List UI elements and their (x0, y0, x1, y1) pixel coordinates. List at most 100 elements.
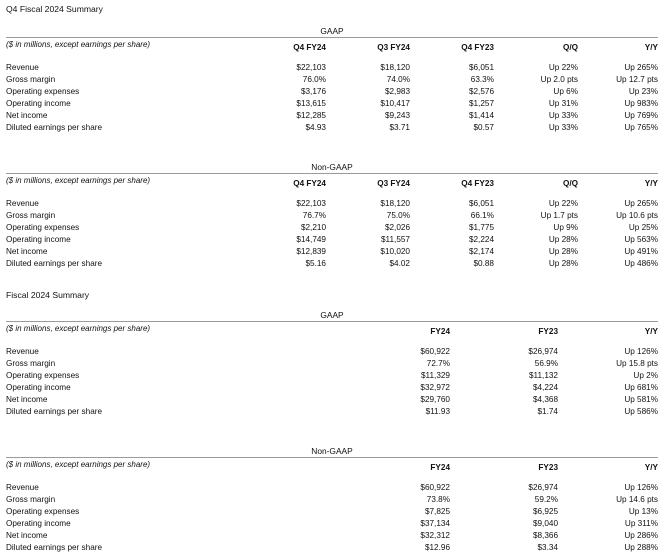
cell: 63.3% (470, 75, 494, 84)
table-row: Diluted earnings per share $12.96 $3.34 Up … (6, 542, 658, 554)
column-header: Q/Q (562, 43, 578, 52)
table-row: Operating income $32,972 $4,224 Up 681% (6, 382, 658, 394)
row-label: Net income (6, 247, 48, 256)
table-header: ($ in millions, except earnings per shar… (6, 457, 658, 482)
cell: Up 28% (548, 235, 578, 244)
cell: Up 13% (628, 507, 658, 516)
table-row: Gross margin 72.7% 56.9% Up 15.8 pts (6, 358, 658, 370)
fy-summary-title: Fiscal 2024 Summary (6, 290, 90, 300)
table-row: Gross margin 73.8% 59.2% Up 14.6 pts (6, 494, 658, 506)
cell: Up 586% (624, 407, 658, 416)
cell: $18,120 (380, 199, 410, 208)
cell: Up 12.7 pts (616, 75, 658, 84)
cell: $26,974 (528, 483, 558, 492)
table-header: ($ in millions, except earnings per shar… (6, 173, 658, 198)
cell: Up 2% (633, 371, 658, 380)
cell: Up 25% (628, 223, 658, 232)
cell: $9,040 (532, 519, 558, 528)
row-label: Operating expenses (6, 223, 80, 232)
cell: $0.57 (473, 123, 495, 132)
column-header: FY23 (538, 327, 558, 336)
cell: Up 265% (624, 199, 658, 208)
cell: 76.0% (302, 75, 326, 84)
row-label: Diluted earnings per share (6, 543, 103, 552)
cell: $2,576 (468, 87, 494, 96)
q4-summary-title: Q4 Fiscal 2024 Summary (6, 4, 103, 14)
table-row: Net income $12,285 $9,243 $1,414 Up 33% Up 76… (6, 110, 658, 122)
cell: Up 28% (548, 247, 578, 256)
cell: $29,760 (420, 395, 450, 404)
cell: $60,922 (420, 347, 450, 356)
cell: $1,414 (468, 111, 494, 120)
cell: Up 10.6 pts (616, 211, 658, 220)
cell: $37,134 (420, 519, 450, 528)
cell: 76.7% (302, 211, 326, 220)
table-row: Revenue $60,922 $26,974 Up 126% (6, 482, 658, 494)
column-header: Q/Q (562, 179, 578, 188)
cell: $8,366 (532, 531, 558, 540)
table-row: Operating income $14,749 $11,557 $2,224 Up 2… (6, 234, 658, 246)
cell: Up 769% (624, 111, 658, 120)
cell: Up 765% (624, 123, 658, 132)
row-label: Operating income (6, 383, 71, 392)
table-row: Operating expenses $7,825 $6,925 Up 13% (6, 506, 658, 518)
column-header: Q4 FY23 (461, 43, 494, 52)
q4-gaap-label: GAAP (320, 26, 344, 36)
units-note: ($ in millions, except earnings per shar… (6, 40, 151, 49)
cell: $4.02 (389, 259, 411, 268)
cell: Up 14.6 pts (616, 495, 658, 504)
cell: 74.0% (386, 75, 410, 84)
q4-nongaap-table: ($ in millions, except earnings per shar… (6, 173, 658, 270)
cell: Up 983% (624, 99, 658, 108)
cell: $12,839 (296, 247, 326, 256)
row-label: Gross margin (6, 495, 56, 504)
table-row: Diluted earnings per share $11.93 $1.74 Up … (6, 406, 658, 418)
column-header: Y/Y (644, 463, 658, 472)
cell: $4,224 (532, 383, 558, 392)
units-note: ($ in millions, except earnings per shar… (6, 324, 151, 333)
table-row: Operating income $13,615 $10,417 $1,257 Up 3… (6, 98, 658, 110)
cell: Up 9% (553, 223, 578, 232)
cell: 66.1% (470, 211, 494, 220)
cell: $11,132 (529, 371, 558, 380)
cell: $2,174 (468, 247, 494, 256)
column-header: Q3 FY24 (377, 179, 410, 188)
cell: Up 22% (548, 199, 578, 208)
units-note: ($ in millions, except earnings per shar… (6, 460, 151, 469)
table-row: Gross margin 76.7% 75.0% 66.1% Up 1.7 pts Up … (6, 210, 658, 222)
cell: 72.7% (426, 359, 450, 368)
row-label: Revenue (6, 347, 39, 356)
cell: Up 126% (624, 483, 658, 492)
cell: $32,312 (420, 531, 450, 540)
row-label: Operating expenses (6, 507, 80, 516)
row-label: Revenue (6, 483, 39, 492)
fy-nongaap-label: Non-GAAP (311, 446, 353, 456)
row-label: Net income (6, 531, 48, 540)
table-row: Diluted earnings per share $4.93 $3.71 $0.5… (6, 122, 658, 134)
cell: $4.93 (305, 123, 327, 132)
cell: $60,922 (420, 483, 450, 492)
cell: $3,176 (300, 87, 326, 96)
cell: $11,557 (381, 235, 410, 244)
cell: Up 126% (624, 347, 658, 356)
cell: Up 491% (624, 247, 658, 256)
table-row: Net income $29,760 $4,368 Up 581% (6, 394, 658, 406)
cell: Up 33% (548, 111, 578, 120)
cell: 59.2% (534, 495, 558, 504)
fy-nongaap-table: ($ in millions, except earnings per shar… (6, 457, 658, 554)
column-header: Y/Y (644, 43, 658, 52)
table-row: Operating expenses $3,176 $2,983 $2,576 Up 6… (6, 86, 658, 98)
column-header: Y/Y (644, 179, 658, 188)
cell: Up 31% (548, 99, 578, 108)
row-label: Operating expenses (6, 87, 80, 96)
row-label: Operating income (6, 235, 71, 244)
cell: 73.8% (426, 495, 450, 504)
cell: Up 15.8 pts (616, 359, 658, 368)
table-header: ($ in millions, except earnings per shar… (6, 37, 658, 62)
units-note: ($ in millions, except earnings per shar… (6, 176, 151, 185)
cell: $1.74 (537, 407, 559, 416)
cell: Up 681% (624, 383, 658, 392)
column-header: Q4 FY23 (461, 179, 494, 188)
cell: $12,285 (296, 111, 326, 120)
cell: Up 28% (548, 259, 578, 268)
